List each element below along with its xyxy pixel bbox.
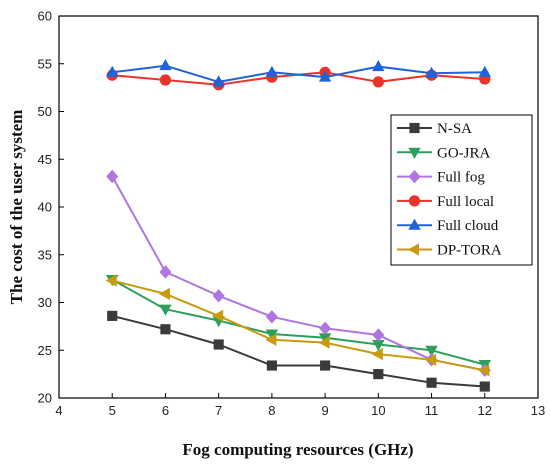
y-tick-label: 20	[38, 391, 52, 406]
data-point	[373, 369, 384, 380]
x-tick-label: 13	[531, 403, 545, 418]
y-axis-ticks: 20 25 30 35 40 45 50 55 60	[38, 9, 64, 406]
data-point	[213, 339, 224, 350]
x-tick-label: 4	[55, 403, 62, 418]
series-line	[111, 278, 486, 366]
x-tick-label: 11	[425, 403, 439, 418]
series-line	[112, 64, 485, 83]
legend-marker	[409, 122, 420, 134]
data-point	[318, 70, 332, 82]
data-point	[319, 321, 332, 335]
data-point	[424, 353, 437, 366]
series-line	[111, 279, 485, 372]
data-point	[265, 65, 279, 77]
legend-item: Full local	[397, 194, 494, 210]
data-point	[159, 265, 172, 279]
data-point	[425, 66, 438, 78]
data-point	[265, 333, 277, 346]
data-point	[105, 274, 117, 287]
data-point	[159, 59, 172, 71]
data-point	[320, 360, 331, 371]
y-tick-label: 55	[38, 56, 52, 71]
x-tick-label: 12	[478, 403, 492, 418]
legend-label: Full cloud	[437, 218, 499, 234]
legend-item: GO-JRA	[397, 145, 491, 161]
x-axis-title: Fog computing resources (GHz)	[182, 440, 413, 459]
series-dp-tora	[105, 274, 490, 377]
legend-label: Full local	[437, 194, 494, 210]
data-point	[160, 324, 171, 335]
legend-marker	[407, 243, 420, 256]
legend-label: GO-JRA	[437, 145, 491, 161]
y-tick-label: 45	[38, 152, 52, 167]
data-point	[318, 336, 330, 349]
y-tick-label: 25	[38, 343, 52, 358]
data-point	[478, 65, 491, 77]
data-point	[372, 60, 385, 72]
y-axis-title: The cost of the user system	[7, 110, 26, 305]
data-point	[266, 360, 277, 371]
data-point	[371, 347, 383, 361]
legend-item: Full fog	[397, 170, 485, 186]
y-tick-label: 35	[38, 247, 52, 262]
x-tick-label: 9	[321, 403, 328, 418]
data-point	[106, 65, 119, 77]
data-point	[212, 289, 225, 303]
x-tick-label: 10	[371, 403, 385, 418]
x-tick-label: 5	[109, 403, 116, 418]
legend-label: N-SA	[437, 121, 472, 137]
series-n-sa	[107, 310, 490, 392]
series-line	[111, 314, 485, 388]
legend-items: N-SA GO-JRA Full fog Full local Full cloud DP…	[397, 121, 502, 259]
x-axis-ticks: 4 5 6 7 8 9 10 11 12 13	[55, 393, 545, 418]
legend-marker	[408, 195, 421, 207]
legend-marker	[408, 169, 421, 184]
legend-box	[390, 114, 533, 266]
y-tick-label: 60	[38, 9, 52, 24]
data-point	[425, 345, 438, 357]
data-point	[212, 309, 224, 323]
data-point	[159, 304, 172, 316]
data-point	[106, 169, 119, 184]
legend-item: Full cloud	[397, 218, 499, 234]
series-line	[111, 175, 485, 372]
legend-marker	[408, 218, 421, 230]
data-point	[372, 76, 384, 88]
data-point	[212, 75, 225, 87]
legend-item: DP-TORA	[397, 243, 502, 259]
legend-marker	[408, 147, 421, 159]
legend: N-SA GO-JRA Full fog Full local Full cloud DP…	[390, 114, 533, 266]
data-point	[159, 74, 172, 86]
data-point	[158, 287, 170, 301]
data-point	[107, 310, 118, 321]
legend-item: N-SA	[397, 121, 472, 137]
y-tick-label: 50	[38, 104, 52, 119]
data-point	[372, 328, 385, 342]
x-tick-label: 6	[162, 403, 169, 418]
y-tick-label: 40	[38, 200, 52, 215]
legend-label: DP-TORA	[437, 243, 502, 259]
x-tick-label: 7	[215, 403, 222, 418]
series-full-cloud	[106, 59, 491, 87]
y-tick-label: 30	[38, 295, 52, 310]
data-point	[265, 310, 278, 324]
data-point	[426, 377, 437, 388]
x-tick-label: 8	[268, 403, 275, 418]
series-layer	[105, 59, 491, 392]
data-point	[478, 364, 490, 377]
legend-label: Full fog	[437, 170, 485, 186]
data-point	[479, 381, 490, 392]
